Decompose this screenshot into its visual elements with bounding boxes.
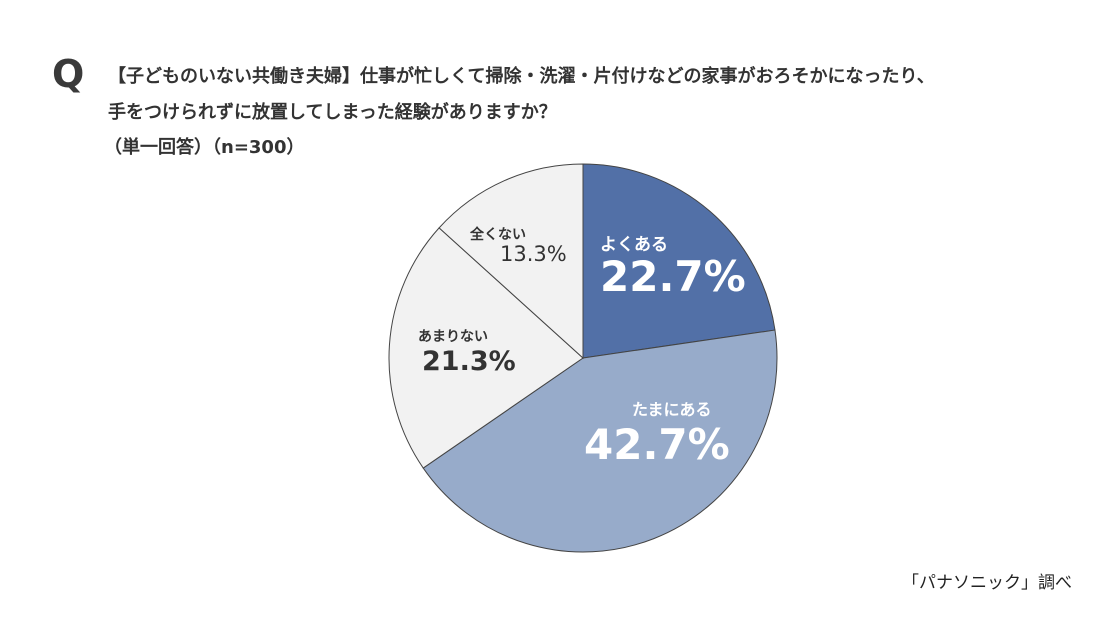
pie-slice-3	[438, 163, 584, 360]
slice-label-1: たまにある	[632, 400, 712, 419]
source-note: 「パナソニック」調べ	[902, 573, 1072, 593]
q-mark: Q	[52, 52, 85, 96]
pie-slice-1	[422, 329, 778, 553]
slice-label-2: あまりない	[418, 329, 488, 345]
slice-label-0: よくある	[600, 235, 668, 255]
pie-slice-0	[582, 163, 776, 359]
slice-value-3: 13.3%	[500, 242, 567, 266]
slice-label-3: 全くない	[470, 227, 526, 243]
question-line-1: 【子どものいない共働き夫婦】仕事が忙しくて掃除・洗濯・片付けなどの家事がおろそか…	[108, 66, 935, 87]
pie-slice-2	[388, 227, 584, 469]
slice-value-2: 21.3%	[422, 346, 516, 377]
question-note: （単一回答）（n=300）	[104, 137, 305, 158]
slice-value-0: 22.7%	[600, 252, 746, 301]
slice-value-1: 42.7%	[584, 420, 730, 469]
question-line-2: 手をつけられずに放置してしまった経験がありますか？	[108, 102, 557, 123]
